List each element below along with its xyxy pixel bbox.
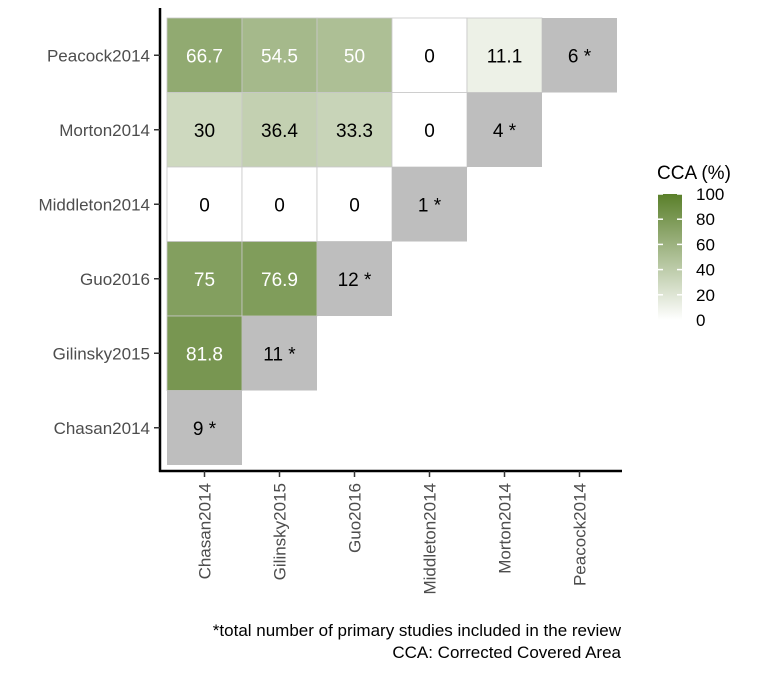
heatmap-cell <box>241 17 318 93</box>
heatmap-cell <box>392 167 467 242</box>
cell-value-label: 11.1 <box>487 46 523 67</box>
x-tick-label: Gilinsky2015 <box>271 483 290 580</box>
cell-value-label: 30 <box>194 121 215 142</box>
cell-value-label: 0 <box>424 46 435 67</box>
x-tick-label: Middleton2014 <box>421 483 440 595</box>
legend-tick-label: 60 <box>696 235 715 254</box>
cell-value-label: 50 <box>344 46 365 67</box>
heatmap-cell <box>467 92 542 167</box>
heatmap-cell <box>466 17 543 93</box>
legend-tick-label: 40 <box>696 261 715 280</box>
cell-value-label: 0 <box>424 121 435 142</box>
y-tick-label: Gilinsky2015 <box>53 344 150 363</box>
heatmap-cell <box>317 241 392 316</box>
y-tick-label: Morton2014 <box>59 121 150 140</box>
cell-value-label: 75 <box>194 270 215 291</box>
x-tick-label: Morton2014 <box>496 483 515 574</box>
cca-caption: CCA: Corrected Covered Area <box>392 643 621 662</box>
heatmap-cell <box>166 241 243 317</box>
heatmap-cell <box>316 166 393 242</box>
heatmap-cell <box>542 18 617 93</box>
cell-value-label: 33.3 <box>336 121 373 142</box>
x-tick-label: Guo2016 <box>346 483 365 553</box>
cell-value-label: 36.4 <box>261 121 298 142</box>
heatmap-cell <box>241 241 318 317</box>
heatmap-cell <box>316 17 393 93</box>
cell-value-label: 81.8 <box>186 344 223 365</box>
heatmap-cell <box>241 166 318 242</box>
y-tick-label: Peacock2014 <box>47 46 150 65</box>
legend-colorbar <box>658 194 682 320</box>
cell-value-label: 9 * <box>193 419 217 440</box>
heatmap-cell <box>316 92 393 168</box>
cell-value-label: 76.9 <box>261 270 298 291</box>
legend-tick-label: 80 <box>696 210 715 229</box>
heatmap-cell <box>391 92 468 168</box>
y-tick-label: Chasan2014 <box>54 419 150 438</box>
x-tick-label: Chasan2014 <box>196 483 215 579</box>
y-tick-label: Guo2016 <box>80 270 150 289</box>
legend-tick-label: 20 <box>696 286 715 305</box>
heatmap-cell <box>166 166 243 242</box>
y-tick-label: Middleton2014 <box>38 195 150 214</box>
cell-value-label: 6 * <box>568 46 592 67</box>
cell-value-label: 0 <box>199 195 210 216</box>
cell-value-label: 66.7 <box>186 46 223 67</box>
cell-value-label: 1 * <box>418 195 442 216</box>
legend-tick-label: 0 <box>696 311 705 330</box>
cell-value-label: 0 <box>349 195 360 216</box>
heatmap-cell <box>241 92 318 168</box>
footnote-caption: *total number of primary studies include… <box>212 621 621 640</box>
heatmap-cell <box>391 17 468 93</box>
cell-value-label: 0 <box>274 195 285 216</box>
cell-value-label: 11 * <box>263 344 296 365</box>
cell-value-label: 54.5 <box>261 46 298 67</box>
cell-value-label: 4 * <box>493 121 517 142</box>
legend-tick-label: 100 <box>696 185 724 204</box>
heatmap-cell <box>167 390 242 465</box>
heatmap-cell <box>242 316 317 391</box>
legend-title: CCA (%) <box>657 163 731 184</box>
heatmap-cell <box>166 17 243 93</box>
x-tick-label: Peacock2014 <box>571 483 590 586</box>
cell-value-label: 12 * <box>338 270 372 291</box>
